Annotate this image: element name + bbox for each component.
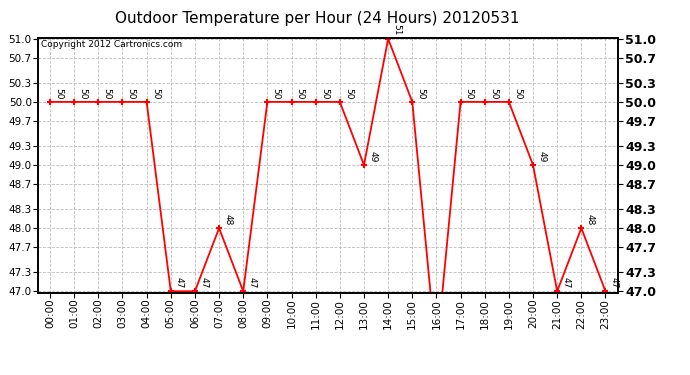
Text: 50: 50 <box>513 88 522 99</box>
Text: 47: 47 <box>248 277 257 288</box>
Text: 50: 50 <box>103 88 112 99</box>
Text: 51: 51 <box>393 24 402 36</box>
Text: 47: 47 <box>199 277 208 288</box>
Text: 47: 47 <box>562 277 571 288</box>
Text: 50: 50 <box>344 88 353 99</box>
Text: 50: 50 <box>55 88 63 99</box>
Text: 50: 50 <box>79 88 88 99</box>
Text: 47: 47 <box>175 277 184 288</box>
Text: Outdoor Temperature per Hour (24 Hours) 20120531: Outdoor Temperature per Hour (24 Hours) … <box>115 11 520 26</box>
Text: 46: 46 <box>0 374 1 375</box>
Text: Copyright 2012 Cartronics.com: Copyright 2012 Cartronics.com <box>41 40 182 49</box>
Text: 50: 50 <box>320 88 329 99</box>
Text: 50: 50 <box>272 88 281 99</box>
Text: 48: 48 <box>224 214 233 225</box>
Text: 50: 50 <box>489 88 498 99</box>
Text: 47: 47 <box>610 277 619 288</box>
Text: 48: 48 <box>586 214 595 225</box>
Text: 50: 50 <box>296 88 305 99</box>
Text: 50: 50 <box>127 88 136 99</box>
Text: 50: 50 <box>417 88 426 99</box>
Text: 50: 50 <box>151 88 160 99</box>
Text: 49: 49 <box>368 151 377 162</box>
Text: 49: 49 <box>538 151 546 162</box>
Text: 50: 50 <box>465 88 474 99</box>
